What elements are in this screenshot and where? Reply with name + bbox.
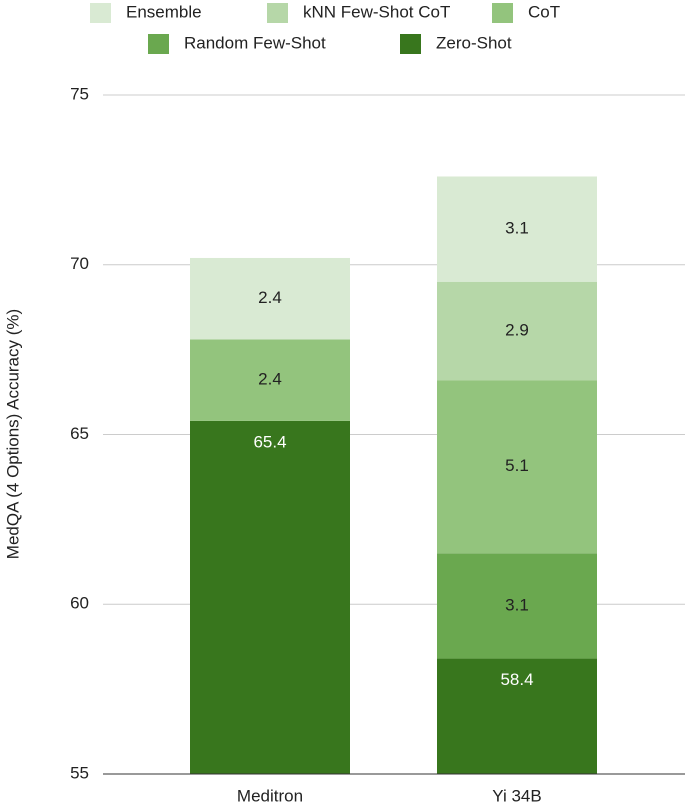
data-label: 58.4 [500,670,533,689]
bar-segment [437,380,597,554]
legend-label: CoT [528,2,560,21]
y-tick-label: 65 [70,424,89,443]
x-tick-label: Meditron [237,786,303,805]
legend-swatch [492,3,513,23]
data-label: 2.4 [258,288,282,307]
bar-segment [190,339,350,421]
legend-label: kNN Few-Shot CoT [303,2,450,21]
y-tick-label: 55 [70,763,89,782]
y-tick-label: 75 [70,84,89,103]
legend-swatch [148,34,169,54]
legend-label: Random Few-Shot [184,33,326,52]
data-label: 65.4 [253,432,286,451]
bar-segment [190,257,350,340]
legend-label: Ensemble [126,2,202,21]
data-label: 5.1 [505,456,529,475]
legend-swatch [90,3,111,23]
legend-swatch [267,3,288,23]
data-label: 3.1 [505,595,529,614]
data-label: 2.9 [505,320,529,339]
bar-segment [437,281,597,381]
y-tick-label: 70 [70,254,89,273]
bar-segment [190,420,350,774]
bar-segment [437,553,597,659]
legend-label: Zero-Shot [436,33,512,52]
legend-swatch [400,34,421,54]
data-label: 3.1 [505,219,529,238]
x-tick-label: Yi 34B [492,786,541,805]
data-label: 2.4 [258,370,282,389]
bar-segment [437,658,597,774]
bar-segment [437,176,597,282]
y-axis-label: MedQA (4 Options) Accuracy (%) [3,309,22,559]
y-tick-label: 60 [70,594,89,613]
